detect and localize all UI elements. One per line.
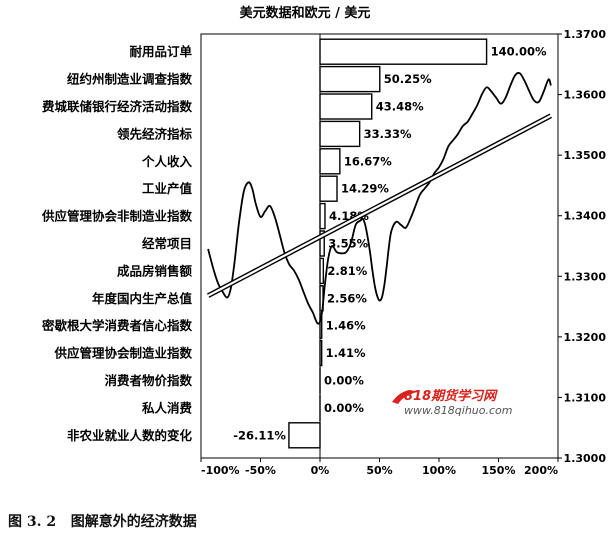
chart-title: 美元数据和欧元 / 美元 xyxy=(240,5,371,21)
watermark-url: www.818qihuo.com xyxy=(404,404,512,417)
value-label: 1.46% xyxy=(326,319,366,333)
bar xyxy=(319,93,373,120)
x-tick-label: 200% xyxy=(524,464,558,477)
category-label: 领先经济指标 xyxy=(117,126,193,141)
x-tick-label: -50% xyxy=(245,464,276,477)
value-labels: 140.00% 50.25% 43.48% 33.33% 16.67% 14.29% 4.1… xyxy=(233,45,547,443)
value-label: 140.00% xyxy=(491,45,547,59)
category-label: 供应管理协会制造业指数 xyxy=(53,346,192,361)
bars xyxy=(288,34,488,458)
eurusd-line xyxy=(207,72,552,325)
value-label: -26.11% xyxy=(233,428,286,442)
x-tick-label: -100% xyxy=(201,464,240,477)
trend-line-inner xyxy=(207,114,552,297)
y2-tick-label: 1.3300 xyxy=(564,270,607,283)
category-label: 成品房销售额 xyxy=(117,263,193,278)
category-label: 纽约州制造业调查指数 xyxy=(67,72,193,87)
y2-tick-label: 1.3700 xyxy=(564,28,607,41)
value-label: 2.56% xyxy=(327,291,367,305)
x-tick-label: 0% xyxy=(311,464,330,477)
y2-tick-label: 1.3400 xyxy=(564,210,607,223)
bar xyxy=(319,65,381,93)
category-label: 供应管理协会非制造业指数 xyxy=(41,209,193,224)
category-label: 年度国内生产总值 xyxy=(92,291,193,306)
y2-axis-ticks: 1.3000 1.3100 1.3200 1.3300 1.3400 1.3500 1.36… xyxy=(558,28,606,465)
bar xyxy=(319,175,338,202)
bar xyxy=(319,312,323,339)
watermark-logo-icon xyxy=(392,390,418,404)
x-axis-ticks: -100% -50% 0% 50% 100% 150% 200% xyxy=(200,458,559,477)
value-label: 3.55% xyxy=(328,237,368,251)
bar xyxy=(288,422,321,449)
bar xyxy=(319,257,325,285)
value-label: 16.67% xyxy=(344,154,392,168)
bar xyxy=(319,120,361,148)
value-label: 43.48% xyxy=(376,100,424,114)
x-tick-label: 150% xyxy=(482,464,516,477)
figure-number: 图 3. 2 xyxy=(8,514,57,530)
bar xyxy=(319,339,323,367)
value-label: 0.00% xyxy=(324,374,364,388)
bar xyxy=(319,230,325,257)
value-label: 0.00% xyxy=(324,401,364,415)
value-label: 4.18% xyxy=(329,209,369,223)
bar xyxy=(319,148,341,175)
category-label: 私人消费 xyxy=(141,400,193,415)
watermark-title: 818期货学习网 xyxy=(404,388,498,404)
category-labels: 耐用品订单纽约州制造业调查指数费城联储银行经济活动指数领先经济指标个人收入工业产… xyxy=(41,44,193,443)
category-label: 费城联储银行经济活动指数 xyxy=(42,99,193,114)
plot-frame xyxy=(200,33,559,459)
bar xyxy=(319,202,326,230)
figure-caption-text: 图解意外的经济数据 xyxy=(70,514,197,530)
y2-tick-label: 1.3000 xyxy=(564,452,607,465)
y2-tick-label: 1.3100 xyxy=(564,391,607,404)
value-label: 1.41% xyxy=(326,346,366,360)
value-label: 33.33% xyxy=(364,127,412,141)
x-tick-label: 50% xyxy=(366,464,392,477)
y2-tick-label: 1.3600 xyxy=(564,89,607,102)
value-label: 50.25% xyxy=(384,72,432,86)
category-label: 密歇根大学消费者信心指数 xyxy=(41,318,193,333)
chart: 美元数据和欧元 / 美元 耐用品订单纽约州制造业调查指数费城联储银行经济活动指数… xyxy=(41,5,606,477)
y2-tick-label: 1.3500 xyxy=(564,149,607,162)
category-label: 非农业就业人数的变化 xyxy=(67,428,193,443)
category-label: 耐用品订单 xyxy=(129,44,192,59)
value-label: 2.81% xyxy=(327,264,367,278)
trend-line xyxy=(206,113,553,298)
bar xyxy=(319,38,488,65)
category-label: 个人收入 xyxy=(141,154,193,169)
watermark: 818期货学习网 www.818qihuo.com xyxy=(392,388,512,417)
category-label: 经常项目 xyxy=(142,236,192,251)
value-label: 14.29% xyxy=(341,182,389,196)
x-tick-label: 100% xyxy=(422,464,456,477)
category-label: 消费者物价指数 xyxy=(104,373,192,388)
figure-caption: 图 3. 2 图解意外的经济数据 xyxy=(8,511,197,531)
category-label: 工业产值 xyxy=(142,181,193,196)
y2-tick-label: 1.3200 xyxy=(564,331,607,344)
